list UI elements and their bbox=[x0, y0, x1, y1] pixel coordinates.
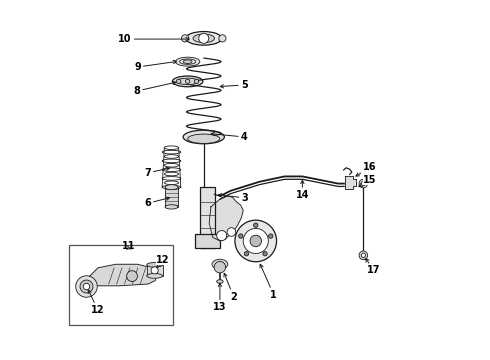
Circle shape bbox=[243, 228, 269, 253]
Text: 16: 16 bbox=[356, 162, 376, 176]
Circle shape bbox=[214, 261, 225, 273]
Text: 9: 9 bbox=[134, 60, 176, 72]
Circle shape bbox=[245, 252, 248, 256]
Text: 8: 8 bbox=[133, 81, 176, 96]
Ellipse shape bbox=[183, 60, 192, 63]
Circle shape bbox=[359, 251, 368, 260]
Circle shape bbox=[181, 35, 189, 42]
Text: 15: 15 bbox=[359, 175, 376, 186]
Bar bbox=[147, 265, 163, 276]
Bar bbox=[69, 244, 173, 325]
Text: 10: 10 bbox=[118, 34, 189, 44]
Circle shape bbox=[269, 234, 273, 238]
Ellipse shape bbox=[176, 79, 181, 84]
Ellipse shape bbox=[188, 134, 220, 143]
Bar bbox=[165, 187, 178, 207]
Text: 12: 12 bbox=[156, 255, 169, 267]
Text: 12: 12 bbox=[88, 290, 105, 315]
Ellipse shape bbox=[195, 79, 199, 84]
Text: 5: 5 bbox=[220, 80, 247, 90]
Circle shape bbox=[263, 252, 267, 256]
Text: 4: 4 bbox=[211, 132, 247, 142]
Bar bbox=[200, 187, 215, 248]
Circle shape bbox=[151, 267, 158, 274]
Circle shape bbox=[235, 220, 276, 262]
Circle shape bbox=[239, 234, 243, 238]
Circle shape bbox=[76, 276, 97, 297]
Text: 1: 1 bbox=[260, 264, 277, 300]
Text: 14: 14 bbox=[295, 180, 309, 200]
Text: 13: 13 bbox=[213, 283, 227, 312]
Circle shape bbox=[254, 223, 258, 227]
Ellipse shape bbox=[147, 262, 163, 267]
Ellipse shape bbox=[193, 34, 215, 42]
Ellipse shape bbox=[172, 76, 203, 87]
Circle shape bbox=[361, 253, 366, 257]
Ellipse shape bbox=[179, 59, 196, 64]
Text: 17: 17 bbox=[366, 258, 381, 275]
Bar bbox=[195, 234, 220, 248]
Ellipse shape bbox=[147, 274, 163, 278]
Ellipse shape bbox=[183, 130, 224, 144]
Text: 3: 3 bbox=[219, 193, 248, 203]
Text: 7: 7 bbox=[144, 167, 170, 178]
Text: 6: 6 bbox=[144, 197, 170, 208]
Circle shape bbox=[359, 179, 368, 188]
Ellipse shape bbox=[186, 79, 190, 84]
Circle shape bbox=[80, 280, 93, 293]
Circle shape bbox=[83, 283, 90, 290]
Circle shape bbox=[217, 230, 227, 240]
Ellipse shape bbox=[165, 185, 178, 190]
Ellipse shape bbox=[217, 280, 223, 283]
Text: 2: 2 bbox=[224, 273, 237, 302]
Circle shape bbox=[219, 35, 226, 42]
Circle shape bbox=[250, 235, 262, 247]
Ellipse shape bbox=[186, 32, 221, 45]
Circle shape bbox=[361, 181, 366, 186]
Ellipse shape bbox=[212, 259, 228, 269]
Ellipse shape bbox=[165, 205, 178, 209]
Circle shape bbox=[199, 33, 209, 43]
Text: 11: 11 bbox=[122, 241, 135, 251]
Circle shape bbox=[227, 228, 236, 236]
Ellipse shape bbox=[175, 57, 200, 66]
Ellipse shape bbox=[177, 78, 198, 85]
Polygon shape bbox=[84, 264, 157, 288]
Polygon shape bbox=[209, 196, 243, 241]
Polygon shape bbox=[344, 176, 356, 189]
Circle shape bbox=[126, 271, 137, 282]
